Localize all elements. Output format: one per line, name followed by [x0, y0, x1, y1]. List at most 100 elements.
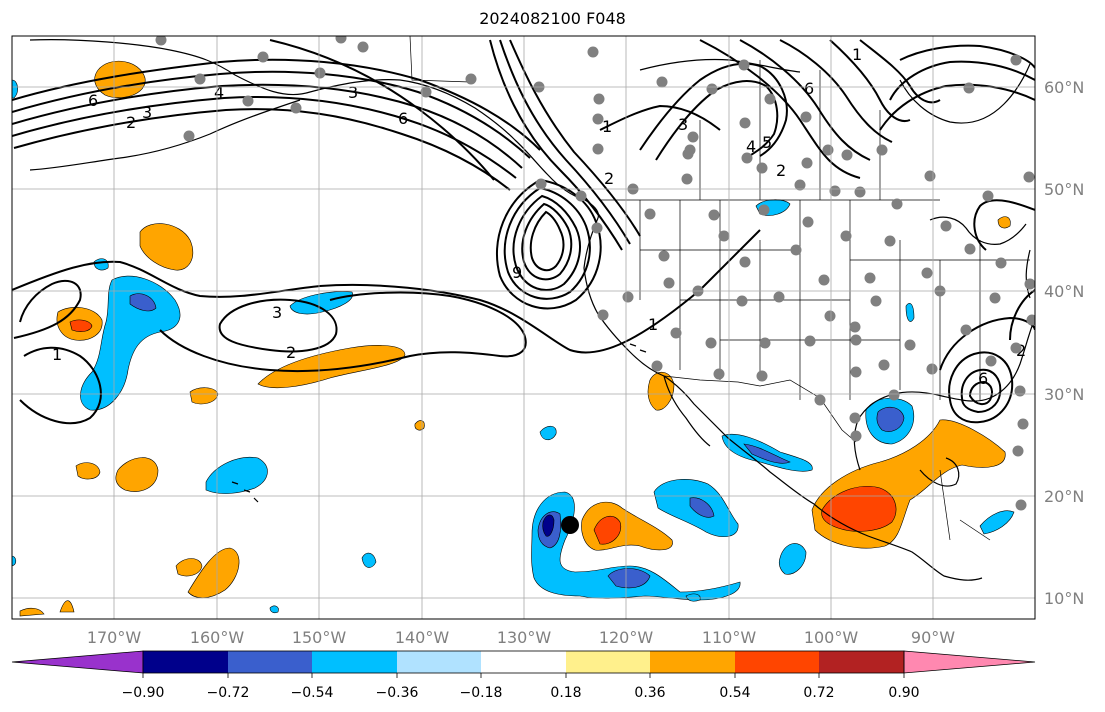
station-marker [960, 324, 972, 336]
station-marker [335, 36, 347, 44]
hudson-bay-coast [899, 63, 1031, 124]
positive-anomaly-strong [593, 515, 622, 545]
contour-line [503, 186, 591, 300]
contour-label: 2 [286, 343, 296, 362]
station-marker [790, 244, 802, 256]
colorbar-segment [228, 651, 312, 673]
station-marker [290, 102, 302, 114]
station-marker [1017, 418, 1029, 430]
positive-anomaly [997, 216, 1011, 229]
station-marker [850, 334, 862, 346]
station-marker [756, 162, 768, 174]
contour-line [899, 44, 1035, 69]
positive-anomaly [19, 607, 45, 617]
station-marker [756, 370, 768, 382]
station-marker [1014, 385, 1026, 397]
station-marker [804, 335, 816, 347]
station-marker [622, 291, 634, 303]
station-marker [739, 256, 751, 268]
station-marker [985, 355, 997, 367]
contour-label: 6 [398, 109, 408, 128]
contour-line [655, 80, 779, 161]
station-marker [759, 337, 771, 349]
socal-islands [629, 343, 647, 353]
contour-line [499, 39, 631, 245]
station-marker [644, 208, 656, 220]
contour-label: 3 [272, 303, 282, 322]
negative-anomaly [269, 605, 279, 614]
station-marker [257, 51, 269, 63]
station-marker [535, 178, 547, 190]
station-marker [592, 143, 604, 155]
canada-province-lines [699, 60, 881, 200]
station-marker [741, 152, 753, 164]
longitude-tick-label: 120°W [599, 628, 654, 647]
positive-anomaly-strong [821, 485, 897, 532]
positive-anomaly-strong [69, 319, 93, 332]
longitude-tick-label: 150°W [292, 628, 347, 647]
station-marker [822, 144, 834, 156]
negative-anomaly [205, 456, 268, 494]
station-marker [794, 179, 806, 191]
colorbar-frame [142, 650, 905, 674]
positive-anomaly [59, 600, 75, 613]
station-marker [651, 360, 663, 372]
colorbar-tick-label: 0.90 [888, 685, 919, 701]
station-marker [597, 309, 609, 321]
station-marker [921, 267, 933, 279]
station-marker [357, 41, 369, 53]
colorbar-tick-label: −0.72 [207, 685, 250, 701]
station-marker [850, 366, 862, 378]
latitude-tick-label: 30°N [1044, 385, 1084, 404]
contour-label: 4 [746, 137, 756, 156]
contour-line [859, 39, 941, 104]
longitude-tick-label: 160°W [190, 628, 245, 647]
negative-anomaly-very-strong [542, 514, 555, 537]
contour-label: 9 [512, 263, 522, 282]
station-marker [682, 148, 694, 160]
longitude-axis: 170°W 160°W 150°W 140°W 130°W 120°W 110°… [87, 628, 955, 647]
contour-line [12, 58, 541, 151]
station-marker [1015, 499, 1027, 511]
station-marker [878, 359, 890, 371]
station-marker [155, 36, 167, 46]
colorbar-tick-label: 0.18 [550, 685, 581, 701]
station-marker [708, 209, 720, 221]
station-marker [718, 230, 730, 242]
contour-line [12, 83, 523, 169]
negative-anomaly-strong [743, 443, 791, 464]
contour-line [699, 39, 861, 179]
contour-line [739, 39, 871, 161]
station-marker [575, 190, 587, 202]
longitude-tick-label: 130°W [497, 628, 552, 647]
contour-line [521, 202, 573, 281]
colorbar-tick-label: −0.90 [122, 685, 165, 701]
negative-anomaly [539, 425, 557, 441]
contour-line [529, 210, 565, 272]
aleutian-chain [29, 99, 301, 171]
negative-anomaly-strong [607, 568, 651, 589]
canada-arctic-coast [639, 58, 801, 73]
alaska-canada-border [409, 36, 471, 83]
station-marker [758, 204, 770, 216]
contour-line [489, 39, 623, 251]
station-marker [854, 186, 866, 198]
anomaly-fill-layer [12, 60, 1015, 617]
map-frame [11, 35, 1036, 620]
contour-line [509, 39, 641, 237]
colorbar-segment [312, 651, 397, 673]
latitude-tick-label: 50°N [1044, 180, 1084, 199]
station-marker [1012, 445, 1024, 457]
latitude-tick-label: 60°N [1044, 78, 1084, 97]
station-marker [242, 95, 254, 107]
station-marker [1026, 314, 1035, 326]
contour-label: 2 [126, 113, 136, 132]
contour-label: 2 [1016, 341, 1026, 360]
station-marker [963, 82, 975, 94]
contour-line [779, 39, 893, 143]
station-marker [849, 412, 861, 424]
station-marker [663, 277, 675, 289]
contour-label: 3 [142, 103, 152, 122]
negative-anomaly [778, 543, 807, 575]
